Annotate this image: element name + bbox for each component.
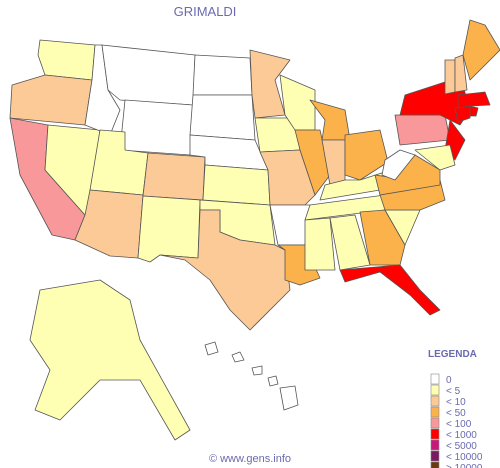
legend-label: < 100	[446, 419, 472, 430]
legend-label: 0	[446, 375, 452, 386]
legend-label: < 5000	[446, 441, 477, 452]
state	[294, 129, 331, 196]
legend-swatch	[430, 461, 440, 468]
state	[204, 341, 219, 356]
state	[267, 375, 279, 387]
state	[339, 264, 441, 316]
state	[269, 204, 311, 246]
state	[192, 54, 253, 96]
state	[37, 39, 96, 81]
state	[469, 105, 479, 117]
legend-swatch	[430, 384, 440, 396]
legend-label: < 5	[446, 386, 461, 397]
state	[231, 351, 245, 363]
state	[359, 209, 406, 266]
legend-label: > 10000	[446, 463, 483, 468]
state	[457, 91, 491, 109]
state	[159, 209, 291, 331]
state	[9, 74, 93, 126]
state	[462, 19, 500, 81]
state	[414, 144, 456, 171]
legend-label: < 10000	[446, 452, 483, 463]
state	[251, 365, 263, 376]
legend-swatch	[430, 406, 440, 418]
legend-label: < 50	[446, 408, 466, 419]
state	[344, 129, 389, 181]
map-title: GRIMALDI	[174, 4, 237, 19]
legend-swatch	[430, 373, 440, 385]
state	[454, 54, 468, 93]
legend-swatch	[430, 417, 440, 429]
state	[454, 105, 471, 123]
state	[137, 195, 201, 263]
state	[142, 152, 206, 201]
legend-title: LEGENDA	[428, 349, 477, 360]
legend-label: < 1000	[446, 430, 477, 441]
state	[101, 44, 196, 106]
state	[202, 164, 271, 206]
footer: © www.gens.info	[209, 453, 291, 465]
state	[279, 385, 299, 411]
state	[444, 59, 456, 95]
state	[394, 114, 451, 146]
legend-swatch	[430, 395, 440, 407]
legend-label: < 10	[446, 397, 466, 408]
state	[304, 217, 336, 271]
state	[119, 99, 194, 156]
legend-swatch	[430, 439, 440, 451]
legend-swatch	[430, 428, 440, 440]
state	[189, 94, 256, 141]
state	[29, 279, 191, 441]
state	[381, 149, 416, 181]
legend-swatch	[430, 450, 440, 462]
